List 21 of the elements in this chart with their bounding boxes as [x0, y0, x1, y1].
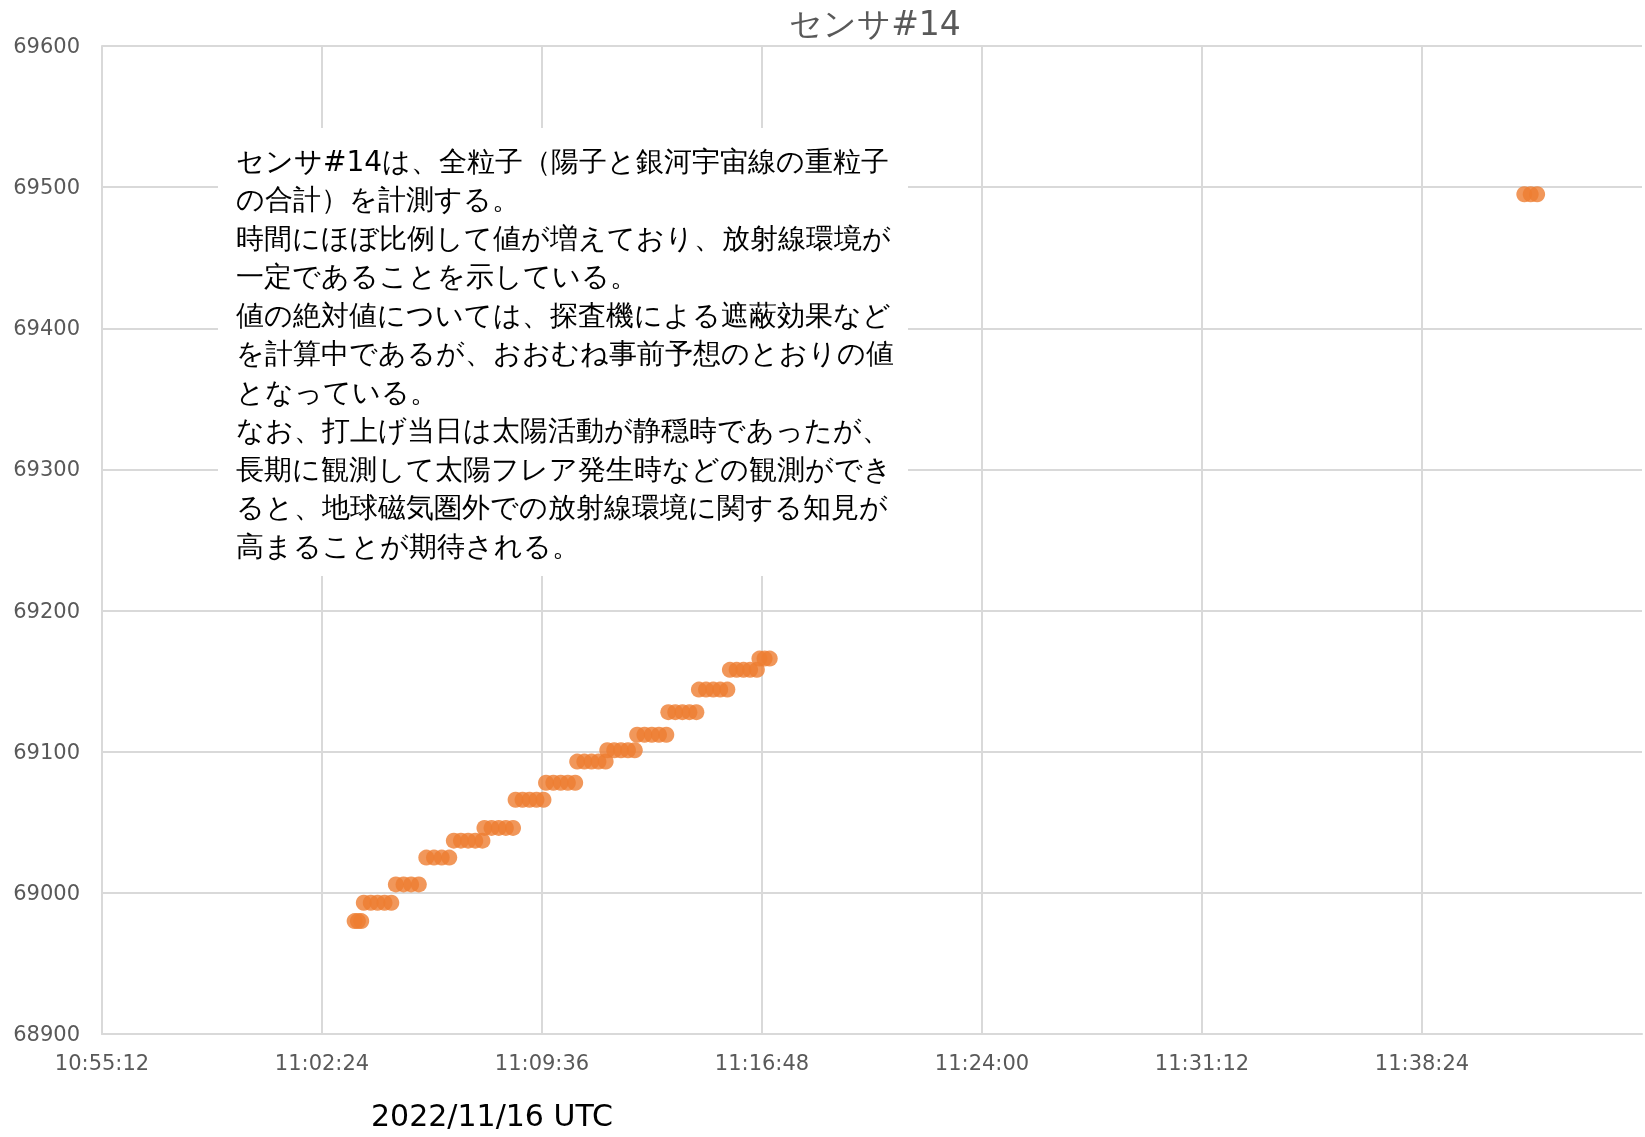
y-tick-label: 68900 [13, 1022, 80, 1046]
x-tick-label: 11:02:24 [274, 1050, 370, 1075]
y-tick-label: 69400 [13, 316, 80, 341]
annotation: なお、打上げ当日は太陽活動が静穏時であったが、長期に観測して太陽フレア発生時などの観測ができると、地球磁気圏外での放射線環境に関する知見が高まることが期待される。 [236, 414, 892, 563]
x-tick-label: 11:24:00 [934, 1050, 1030, 1075]
chart-title: センサ#14 [789, 4, 961, 43]
x-tick-label: 11:16:48 [714, 1050, 810, 1075]
y-tick-label: 69500 [13, 175, 80, 200]
x-tick-label: 11:38:24 [1374, 1050, 1470, 1075]
y-tick-label: 69300 [13, 457, 80, 482]
x-tick-label: 11:31:12 [1154, 1050, 1250, 1075]
y-tick-label: 69100 [13, 739, 80, 764]
y-tick-label: 69000 [13, 880, 80, 905]
x-tick-label: 11:09:36 [494, 1050, 590, 1075]
annotation: 時間にほぼ比例して値が増えており、放射線環境が一定であることを示している。 [236, 221, 891, 294]
annotation: 値の絶対値については、探査機による遮蔽効果などを計算中であるが、おおむね事前予想のとおりの値となっている。 [236, 298, 894, 409]
x-axis-title: 2022/11/16 UTC [371, 1097, 613, 1133]
y-tick-label: 69200 [13, 598, 80, 623]
y-tick-label: 69600 [13, 34, 80, 58]
annotation: センサ#14は、全粒子（陽子と銀河宇宙線の重粒子の合計）を計測する。 [236, 144, 890, 217]
x-tick-label: 10:55:12 [54, 1050, 150, 1075]
